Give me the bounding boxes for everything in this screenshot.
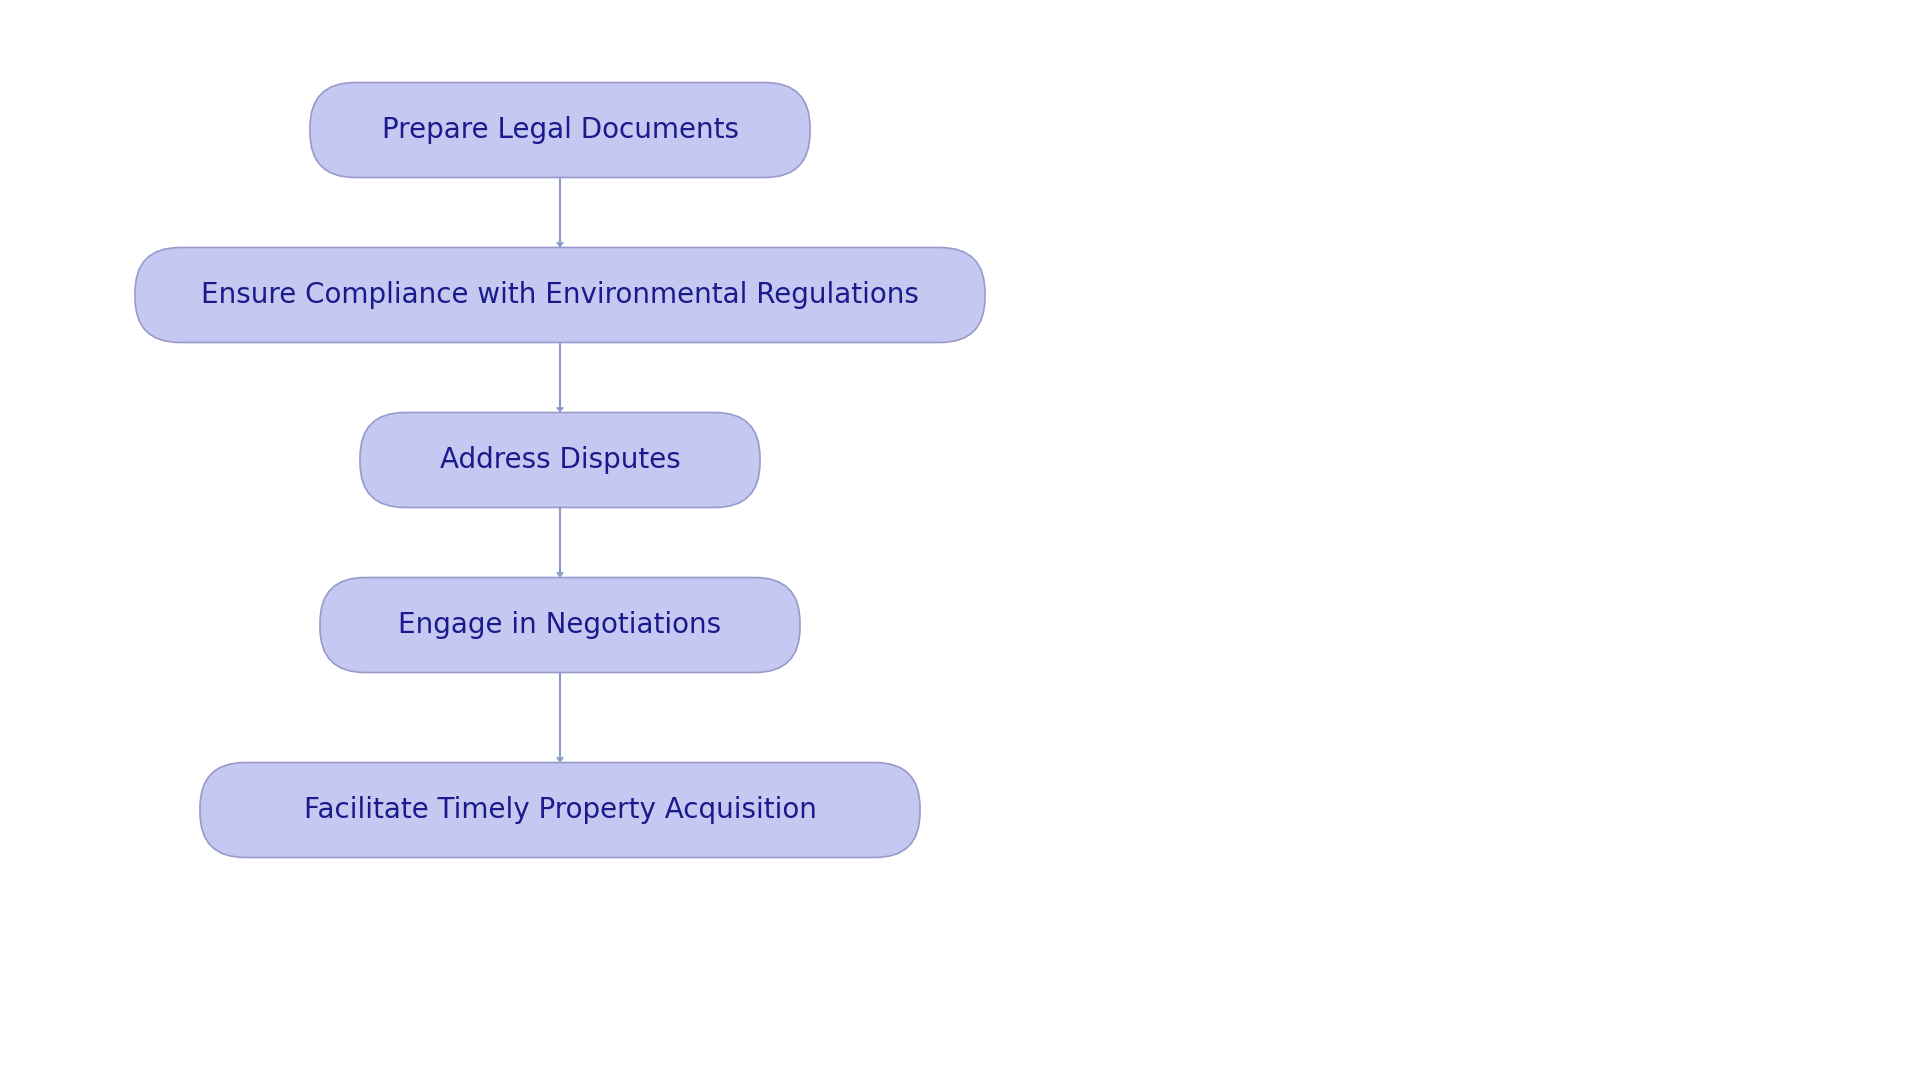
Text: Address Disputes: Address Disputes [440, 446, 680, 474]
Text: Ensure Compliance with Environmental Regulations: Ensure Compliance with Environmental Reg… [202, 281, 920, 309]
Text: Facilitate Timely Property Acquisition: Facilitate Timely Property Acquisition [303, 796, 816, 824]
FancyBboxPatch shape [134, 247, 985, 342]
FancyBboxPatch shape [309, 82, 810, 177]
FancyBboxPatch shape [200, 762, 920, 858]
FancyBboxPatch shape [359, 413, 760, 508]
FancyBboxPatch shape [321, 578, 801, 673]
Text: Engage in Negotiations: Engage in Negotiations [399, 611, 722, 639]
Text: Prepare Legal Documents: Prepare Legal Documents [382, 116, 739, 144]
